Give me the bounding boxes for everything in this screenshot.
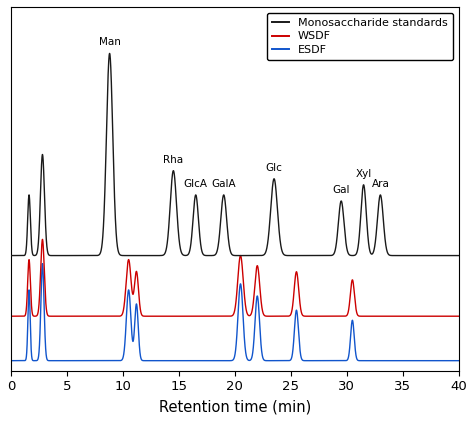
Text: Man: Man: [99, 37, 120, 48]
Text: Xyl: Xyl: [356, 169, 372, 179]
Text: GlcA: GlcA: [184, 179, 208, 189]
Text: Glc: Glc: [265, 163, 283, 173]
Text: GalA: GalA: [211, 179, 236, 189]
Text: Gal: Gal: [332, 185, 350, 195]
Text: Rha: Rha: [164, 155, 183, 165]
Text: Ara: Ara: [372, 179, 389, 189]
Legend: Monosaccharide standards, WSDF, ESDF: Monosaccharide standards, WSDF, ESDF: [267, 13, 453, 60]
X-axis label: Retention time (min): Retention time (min): [159, 399, 311, 414]
